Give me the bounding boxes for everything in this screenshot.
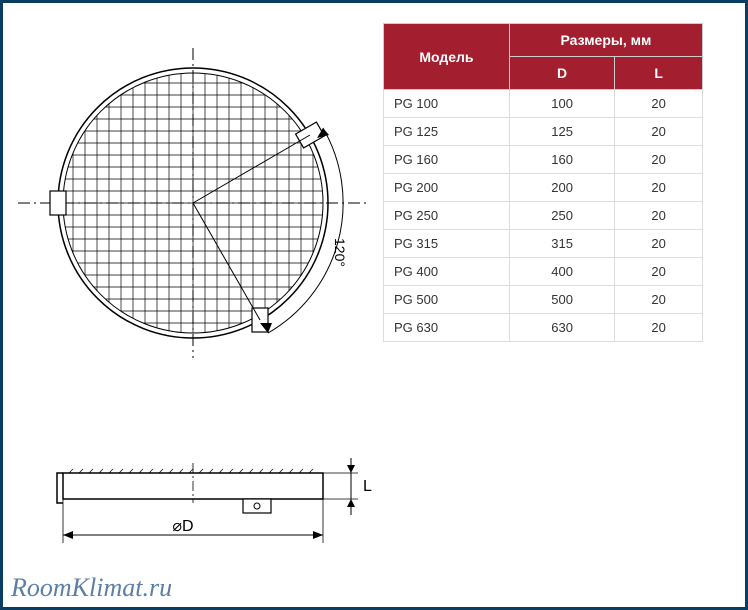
- cell-model: PG 315: [384, 230, 510, 258]
- cell-l: 20: [615, 118, 703, 146]
- dimensions-table: Модель Размеры, мм D L PG 10010020PG 125…: [383, 23, 703, 342]
- angle-label: 120°: [332, 238, 348, 267]
- dimensions-table-area: Модель Размеры, мм D L PG 10010020PG 125…: [383, 3, 723, 607]
- table-row: PG 12512520: [384, 118, 703, 146]
- th-dims: Размеры, мм: [509, 24, 702, 57]
- th-d: D: [509, 57, 614, 90]
- table-row: PG 50050020: [384, 286, 703, 314]
- cell-l: 20: [615, 202, 703, 230]
- cell-d: 400: [509, 258, 614, 286]
- cell-d: 250: [509, 202, 614, 230]
- diagram-svg: 120°: [13, 23, 373, 583]
- cell-l: 20: [615, 230, 703, 258]
- dim-d-label: ⌀D: [172, 518, 193, 535]
- th-l: L: [615, 57, 703, 90]
- cell-model: PG 250: [384, 202, 510, 230]
- cell-d: 315: [509, 230, 614, 258]
- cell-l: 20: [615, 146, 703, 174]
- cell-l: 20: [615, 314, 703, 342]
- cell-l: 20: [615, 90, 703, 118]
- cell-d: 500: [509, 286, 614, 314]
- dim-l-label: L: [363, 478, 372, 495]
- table-row: PG 16016020: [384, 146, 703, 174]
- cell-l: 20: [615, 258, 703, 286]
- cell-model: PG 630: [384, 314, 510, 342]
- watermark: RoomKlimat.ru: [11, 573, 172, 603]
- table-row: PG 31531520: [384, 230, 703, 258]
- table-row: PG 40040020: [384, 258, 703, 286]
- table-row: PG 63063020: [384, 314, 703, 342]
- cell-model: PG 400: [384, 258, 510, 286]
- cell-model: PG 160: [384, 146, 510, 174]
- table-row: PG 20020020: [384, 174, 703, 202]
- cell-l: 20: [615, 286, 703, 314]
- table-row: PG 25025020: [384, 202, 703, 230]
- cell-d: 200: [509, 174, 614, 202]
- cell-model: PG 125: [384, 118, 510, 146]
- table-row: PG 10010020: [384, 90, 703, 118]
- cell-d: 125: [509, 118, 614, 146]
- cell-d: 100: [509, 90, 614, 118]
- technical-diagram: 120°: [3, 3, 383, 607]
- cell-model: PG 500: [384, 286, 510, 314]
- cell-model: PG 200: [384, 174, 510, 202]
- cell-model: PG 100: [384, 90, 510, 118]
- cell-d: 630: [509, 314, 614, 342]
- cell-l: 20: [615, 174, 703, 202]
- th-model: Модель: [384, 24, 510, 90]
- cell-d: 160: [509, 146, 614, 174]
